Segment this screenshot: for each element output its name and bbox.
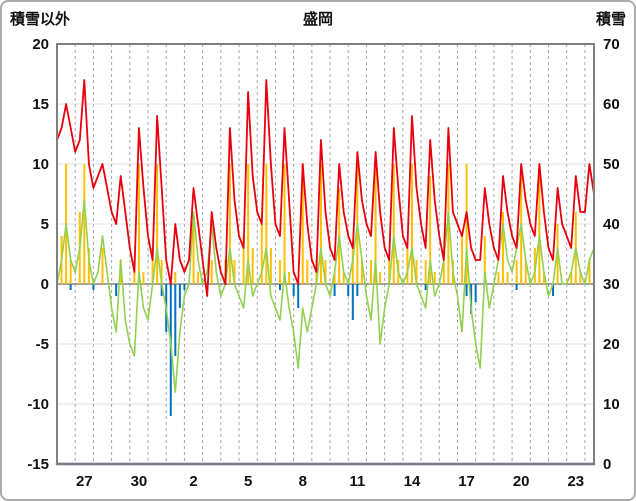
- svg-text:5: 5: [41, 216, 49, 233]
- svg-text:-15: -15: [27, 456, 49, 473]
- svg-text:0: 0: [603, 456, 611, 473]
- svg-text:-10: -10: [27, 396, 49, 413]
- svg-text:20: 20: [32, 36, 49, 53]
- svg-text:30: 30: [131, 473, 148, 490]
- svg-text:60: 60: [603, 96, 620, 113]
- chart-title: 盛岡: [302, 10, 333, 28]
- svg-text:5: 5: [244, 473, 252, 490]
- svg-text:15: 15: [32, 96, 49, 113]
- svg-text:20: 20: [513, 473, 530, 490]
- svg-text:-5: -5: [36, 336, 49, 353]
- svg-text:70: 70: [603, 36, 620, 53]
- svg-text:20: 20: [603, 336, 620, 353]
- svg-text:10: 10: [32, 156, 49, 173]
- svg-text:0: 0: [41, 276, 49, 293]
- svg-text:50: 50: [603, 156, 620, 173]
- svg-text:27: 27: [76, 473, 93, 490]
- svg-text:8: 8: [299, 473, 307, 490]
- svg-text:14: 14: [404, 473, 421, 490]
- left-axis-title: 積雪以外: [10, 10, 71, 28]
- svg-text:2: 2: [189, 473, 197, 490]
- svg-text:23: 23: [567, 473, 584, 490]
- svg-text:10: 10: [603, 396, 620, 413]
- right-axis-title: 積雪: [595, 10, 626, 28]
- chart-header: 積雪以外 盛岡 積雪: [2, 2, 634, 32]
- svg-text:40: 40: [603, 216, 620, 233]
- svg-text:17: 17: [458, 473, 475, 490]
- svg-text:30: 30: [603, 276, 620, 293]
- svg-text:11: 11: [349, 473, 365, 490]
